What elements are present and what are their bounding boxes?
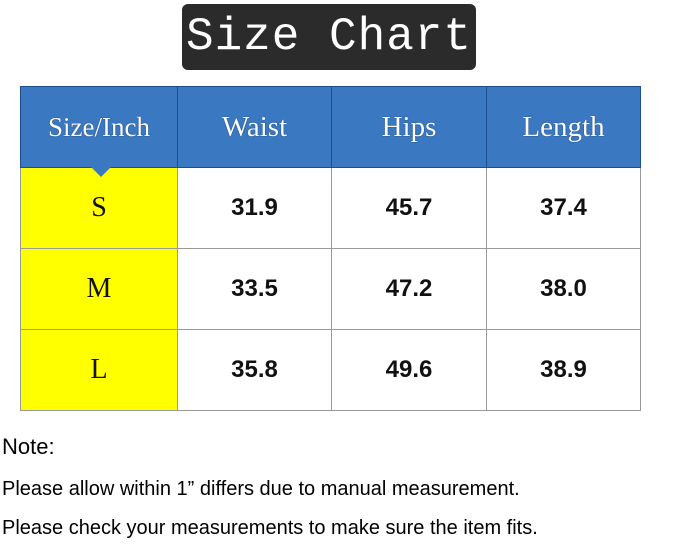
note-line: Please check your measurements to make s… bbox=[2, 517, 538, 539]
size-chart-table: Size/Inch Waist Hips Length S 31.9 45.7 … bbox=[20, 86, 641, 411]
waist-cell: 31.9 bbox=[177, 167, 332, 249]
hips-cell: 47.2 bbox=[331, 248, 487, 330]
hips-cell: 45.7 bbox=[331, 167, 487, 249]
table-row: M 33.5 47.2 38.0 bbox=[20, 248, 641, 330]
header-waist: Waist bbox=[177, 86, 332, 168]
header-length: Length bbox=[486, 86, 641, 168]
header-size: Size/Inch bbox=[20, 86, 178, 177]
page-title: Size Chart bbox=[182, 4, 476, 70]
length-cell: 37.4 bbox=[486, 167, 641, 249]
length-cell: 38.9 bbox=[486, 329, 641, 411]
note-line: Please allow within 1” differs due to ma… bbox=[2, 478, 520, 500]
notch-decoration bbox=[89, 165, 113, 177]
length-cell: 38.0 bbox=[486, 248, 641, 330]
waist-cell: 35.8 bbox=[177, 329, 332, 411]
table-row: L 35.8 49.6 38.9 bbox=[20, 329, 641, 411]
header-label: Size/Inch bbox=[48, 111, 150, 142]
waist-cell: 33.5 bbox=[177, 248, 332, 330]
size-cell: M bbox=[20, 248, 178, 330]
table-header-row: Size/Inch Waist Hips Length bbox=[20, 86, 641, 177]
hips-cell: 49.6 bbox=[331, 329, 487, 411]
note-heading: Note: bbox=[2, 434, 55, 459]
size-cell: S bbox=[20, 167, 178, 249]
table-row: S 31.9 45.7 37.4 bbox=[20, 167, 641, 249]
header-hips: Hips bbox=[331, 86, 487, 168]
size-cell: L bbox=[20, 329, 178, 411]
